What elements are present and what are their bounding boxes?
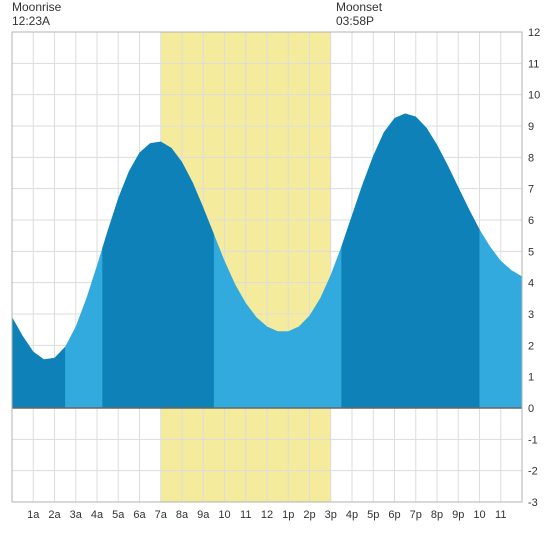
- svg-text:2: 2: [528, 340, 534, 352]
- svg-text:12: 12: [261, 509, 273, 521]
- svg-text:4: 4: [528, 278, 534, 290]
- svg-text:11: 11: [240, 509, 251, 521]
- svg-text:6a: 6a: [133, 509, 146, 521]
- svg-text:4p: 4p: [346, 509, 358, 521]
- y-axis-labels: -3-2-10123456789101112: [528, 27, 540, 509]
- svg-text:3p: 3p: [325, 509, 337, 521]
- svg-text:9a: 9a: [197, 509, 210, 521]
- svg-text:0: 0: [528, 403, 534, 415]
- svg-text:3: 3: [528, 309, 534, 321]
- tide-chart: Moonrise 12:23A Moonset 03:58P -3-2-1012…: [0, 0, 550, 550]
- svg-text:11: 11: [528, 58, 539, 70]
- svg-text:9: 9: [528, 121, 534, 133]
- svg-text:7: 7: [528, 184, 534, 196]
- svg-text:9p: 9p: [452, 509, 464, 521]
- svg-text:6p: 6p: [388, 509, 400, 521]
- svg-text:11: 11: [495, 509, 506, 521]
- svg-text:2a: 2a: [48, 509, 61, 521]
- svg-text:6: 6: [528, 215, 534, 227]
- svg-text:-2: -2: [528, 466, 538, 478]
- svg-text:8a: 8a: [176, 509, 189, 521]
- svg-text:1a: 1a: [27, 509, 40, 521]
- chart-svg: -3-2-10123456789101112 1a2a3a4a5a6a7a8a9…: [0, 0, 550, 550]
- svg-text:2p: 2p: [303, 509, 315, 521]
- svg-text:-3: -3: [528, 497, 538, 509]
- svg-text:10: 10: [218, 509, 230, 521]
- svg-text:10: 10: [528, 90, 540, 102]
- svg-text:10: 10: [473, 509, 485, 521]
- svg-text:12: 12: [528, 27, 540, 39]
- svg-text:-1: -1: [528, 434, 538, 446]
- svg-text:7p: 7p: [410, 509, 422, 521]
- svg-text:4a: 4a: [91, 509, 104, 521]
- svg-text:3a: 3a: [70, 509, 83, 521]
- svg-text:8p: 8p: [431, 509, 443, 521]
- svg-text:1p: 1p: [282, 509, 294, 521]
- x-axis-labels: 1a 2a 3a 4a 5a 6a 7a 8a 9a 10 11 12 1p 2p 3p 4p 5p 6p 7p 8p…: [27, 509, 506, 521]
- svg-text:7a: 7a: [155, 509, 168, 521]
- svg-text:5a: 5a: [112, 509, 125, 521]
- svg-text:1: 1: [528, 372, 534, 384]
- svg-text:8: 8: [528, 152, 534, 164]
- svg-text:5p: 5p: [367, 509, 379, 521]
- svg-text:5: 5: [528, 246, 534, 258]
